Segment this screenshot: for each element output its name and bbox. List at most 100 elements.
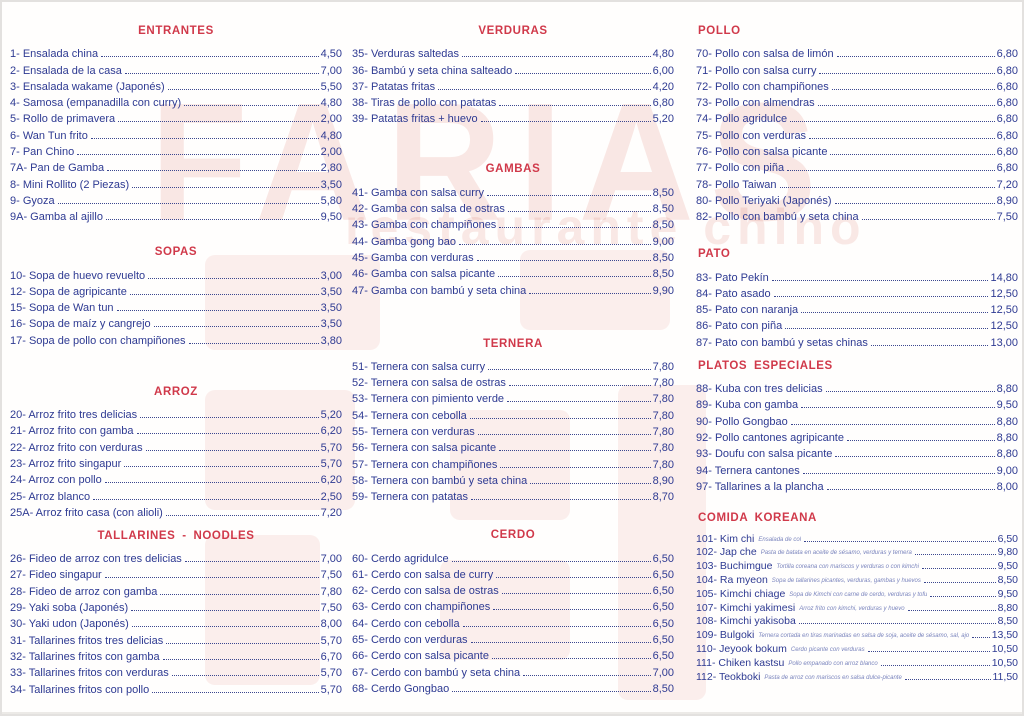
item-name: 54- Ternera con cebolla xyxy=(352,409,467,422)
menu-item: 109- Bulgoki Ternera cortada en tiras mar… xyxy=(696,627,1018,641)
menu-item: 52- Ternera con salsa de ostras 7,80 xyxy=(352,373,674,389)
dot-leader xyxy=(771,279,989,281)
item-name: 34- Tallarines fritos con pollo xyxy=(10,683,150,696)
item-name: 109- Bulgoki xyxy=(696,629,755,642)
section-title: TERNERA xyxy=(483,337,543,350)
dot-leader xyxy=(167,88,319,90)
item-name: 90- Pollo Gongbao xyxy=(696,415,788,428)
item-price: 4,80 xyxy=(652,48,674,61)
item-price: 9,90 xyxy=(652,284,674,297)
item-price: 2,00 xyxy=(320,146,342,159)
menu-section-verduras: VERDURAS 35- Verduras saltedas 4,80 36- Bam… xyxy=(352,24,674,125)
item-price: 8,90 xyxy=(996,194,1018,207)
item-description: Ensalada de col xyxy=(758,536,802,543)
dot-leader xyxy=(834,202,995,204)
menu-item: 22- Arroz frito con verduras 5,70 xyxy=(10,437,342,454)
item-name: 97- Tallarines a la plancha xyxy=(696,480,824,493)
item-price: 5,70 xyxy=(320,667,342,680)
item-name: 45- Gamba con verduras xyxy=(352,251,474,264)
item-price: 8,80 xyxy=(996,448,1018,461)
section-title: POLLO xyxy=(698,25,741,37)
item-name: 61- Cerdo con salsa de curry xyxy=(352,568,494,581)
item-price: 6,50 xyxy=(997,532,1018,545)
menu-section-comida-koreana: COMIDA KOREANA 101- Kim chi Ensalada de co… xyxy=(696,511,1018,683)
menu-item: 16- Sopa de maíz y cangrejo 3,50 xyxy=(10,314,342,330)
dot-leader xyxy=(830,154,995,156)
dot-leader xyxy=(798,623,996,625)
menu-item: 93- Doufu con salsa picante 8,80 xyxy=(696,444,1018,460)
item-price: 9,50 xyxy=(997,560,1018,573)
item-price: 6,80 xyxy=(996,146,1018,159)
menu-item: 61- Cerdo con salsa de curry 6,50 xyxy=(352,565,674,581)
dot-leader xyxy=(131,610,319,612)
dot-leader xyxy=(773,295,989,297)
dot-leader xyxy=(529,292,651,294)
item-name: 16- Sopa de maíz y cangrejo xyxy=(10,318,151,331)
menu-item: 5- Rollo de primavera 2,00 xyxy=(10,109,342,125)
item-price: 7,80 xyxy=(652,409,674,422)
menu-section-tallarines-noodles: TALLARINES - NOODLES 26- Fideo de arroz c… xyxy=(10,529,342,696)
item-name: 37- Patatas fritas xyxy=(352,80,436,93)
item-name: 5- Rollo de primavera xyxy=(10,113,116,126)
item-name: 73- Pollo con almendras xyxy=(696,97,815,110)
item-name: 111- Chiken kastsu xyxy=(696,656,785,669)
menu-item: 63- Cerdo con champiñones 6,50 xyxy=(352,597,674,613)
menu-item: 41- Gamba con salsa curry 8,50 xyxy=(352,182,674,199)
item-price: 8,00 xyxy=(320,618,342,631)
item-price: 8,50 xyxy=(997,615,1018,628)
dot-leader xyxy=(499,450,651,452)
item-price: 12,50 xyxy=(990,320,1018,333)
dot-leader xyxy=(779,186,995,188)
dot-leader xyxy=(462,625,651,627)
item-price: 7,80 xyxy=(652,393,674,406)
menu-item: 112- Teokboki Pasta de arroz con mariscos… xyxy=(696,669,1018,683)
item-description: Sopa de Kimchi con carne de cerdo, verdu… xyxy=(789,591,928,598)
item-description: Pasta de batata en aceite de sésamo, ver… xyxy=(760,550,912,557)
item-name: 9- Gyoza xyxy=(10,194,55,207)
menu-item: 28- Fideo de arroz con gamba 7,80 xyxy=(10,581,342,598)
item-price: 7,00 xyxy=(652,666,674,679)
section-title: PLATOS ESPECIALES xyxy=(698,359,833,372)
dot-leader xyxy=(90,137,319,139)
item-price: 7,80 xyxy=(652,360,674,373)
dot-leader xyxy=(790,121,995,123)
item-price: 3,50 xyxy=(320,178,342,191)
item-price: 9,00 xyxy=(652,235,674,248)
dot-leader xyxy=(132,186,319,188)
dot-leader xyxy=(835,456,995,458)
item-price: 11,50 xyxy=(992,670,1019,683)
item-price: 2,80 xyxy=(320,162,342,175)
item-name: 107- Kimchi yakimesi xyxy=(696,601,796,614)
menu-item: 92- Pollo cantones agripicante 8,80 xyxy=(696,428,1018,444)
item-price: 13,00 xyxy=(990,336,1018,349)
item-name: 44- Gamba gong bao xyxy=(352,235,456,248)
item-name: 42- Gamba con salsa de ostras xyxy=(352,203,505,216)
item-name: 8- Mini Rollito (2 Piezas) xyxy=(10,178,130,191)
dot-leader xyxy=(101,56,319,58)
item-name: 71- Pollo con salsa curry xyxy=(696,64,817,77)
item-price: 8,50 xyxy=(652,203,674,216)
menu-item: 59- Ternera con patatas 8,70 xyxy=(352,487,674,503)
menu-item: 23- Arroz frito singapur 5,70 xyxy=(10,454,342,470)
dot-leader xyxy=(921,568,996,570)
item-price: 2,00 xyxy=(320,113,342,126)
menu-item: 82- Pollo con bambú y seta china 7,50 xyxy=(696,207,1018,223)
item-name: 39- Patatas fritas + huevo xyxy=(352,113,478,126)
item-name: 88- Kuba con tres delicias xyxy=(696,383,823,396)
dot-leader xyxy=(499,105,651,107)
menu-item: 70- Pollo con salsa de limón 6,80 xyxy=(696,44,1018,60)
item-price: 5,70 xyxy=(320,441,342,454)
item-price: 2,50 xyxy=(320,490,342,503)
item-price: 10,50 xyxy=(991,656,1018,669)
menu-section-cerdo: CERDO 60- Cerdo agridulce 6,50 61- Cerdo co… xyxy=(352,528,674,695)
item-name: 21- Arroz frito con gamba xyxy=(10,425,134,438)
dot-leader xyxy=(826,488,995,490)
dot-leader xyxy=(451,560,651,562)
section-title: COMIDA KOREANA xyxy=(698,511,817,524)
item-name: 108- Kimchi yakisoba xyxy=(696,615,796,628)
item-price: 5,50 xyxy=(320,80,342,93)
item-price: 12,50 xyxy=(990,287,1018,300)
item-name: 68- Cerdo Gongbao xyxy=(352,682,450,695)
item-name: 77- Pollo con piña xyxy=(696,162,785,175)
dot-leader xyxy=(923,582,996,584)
